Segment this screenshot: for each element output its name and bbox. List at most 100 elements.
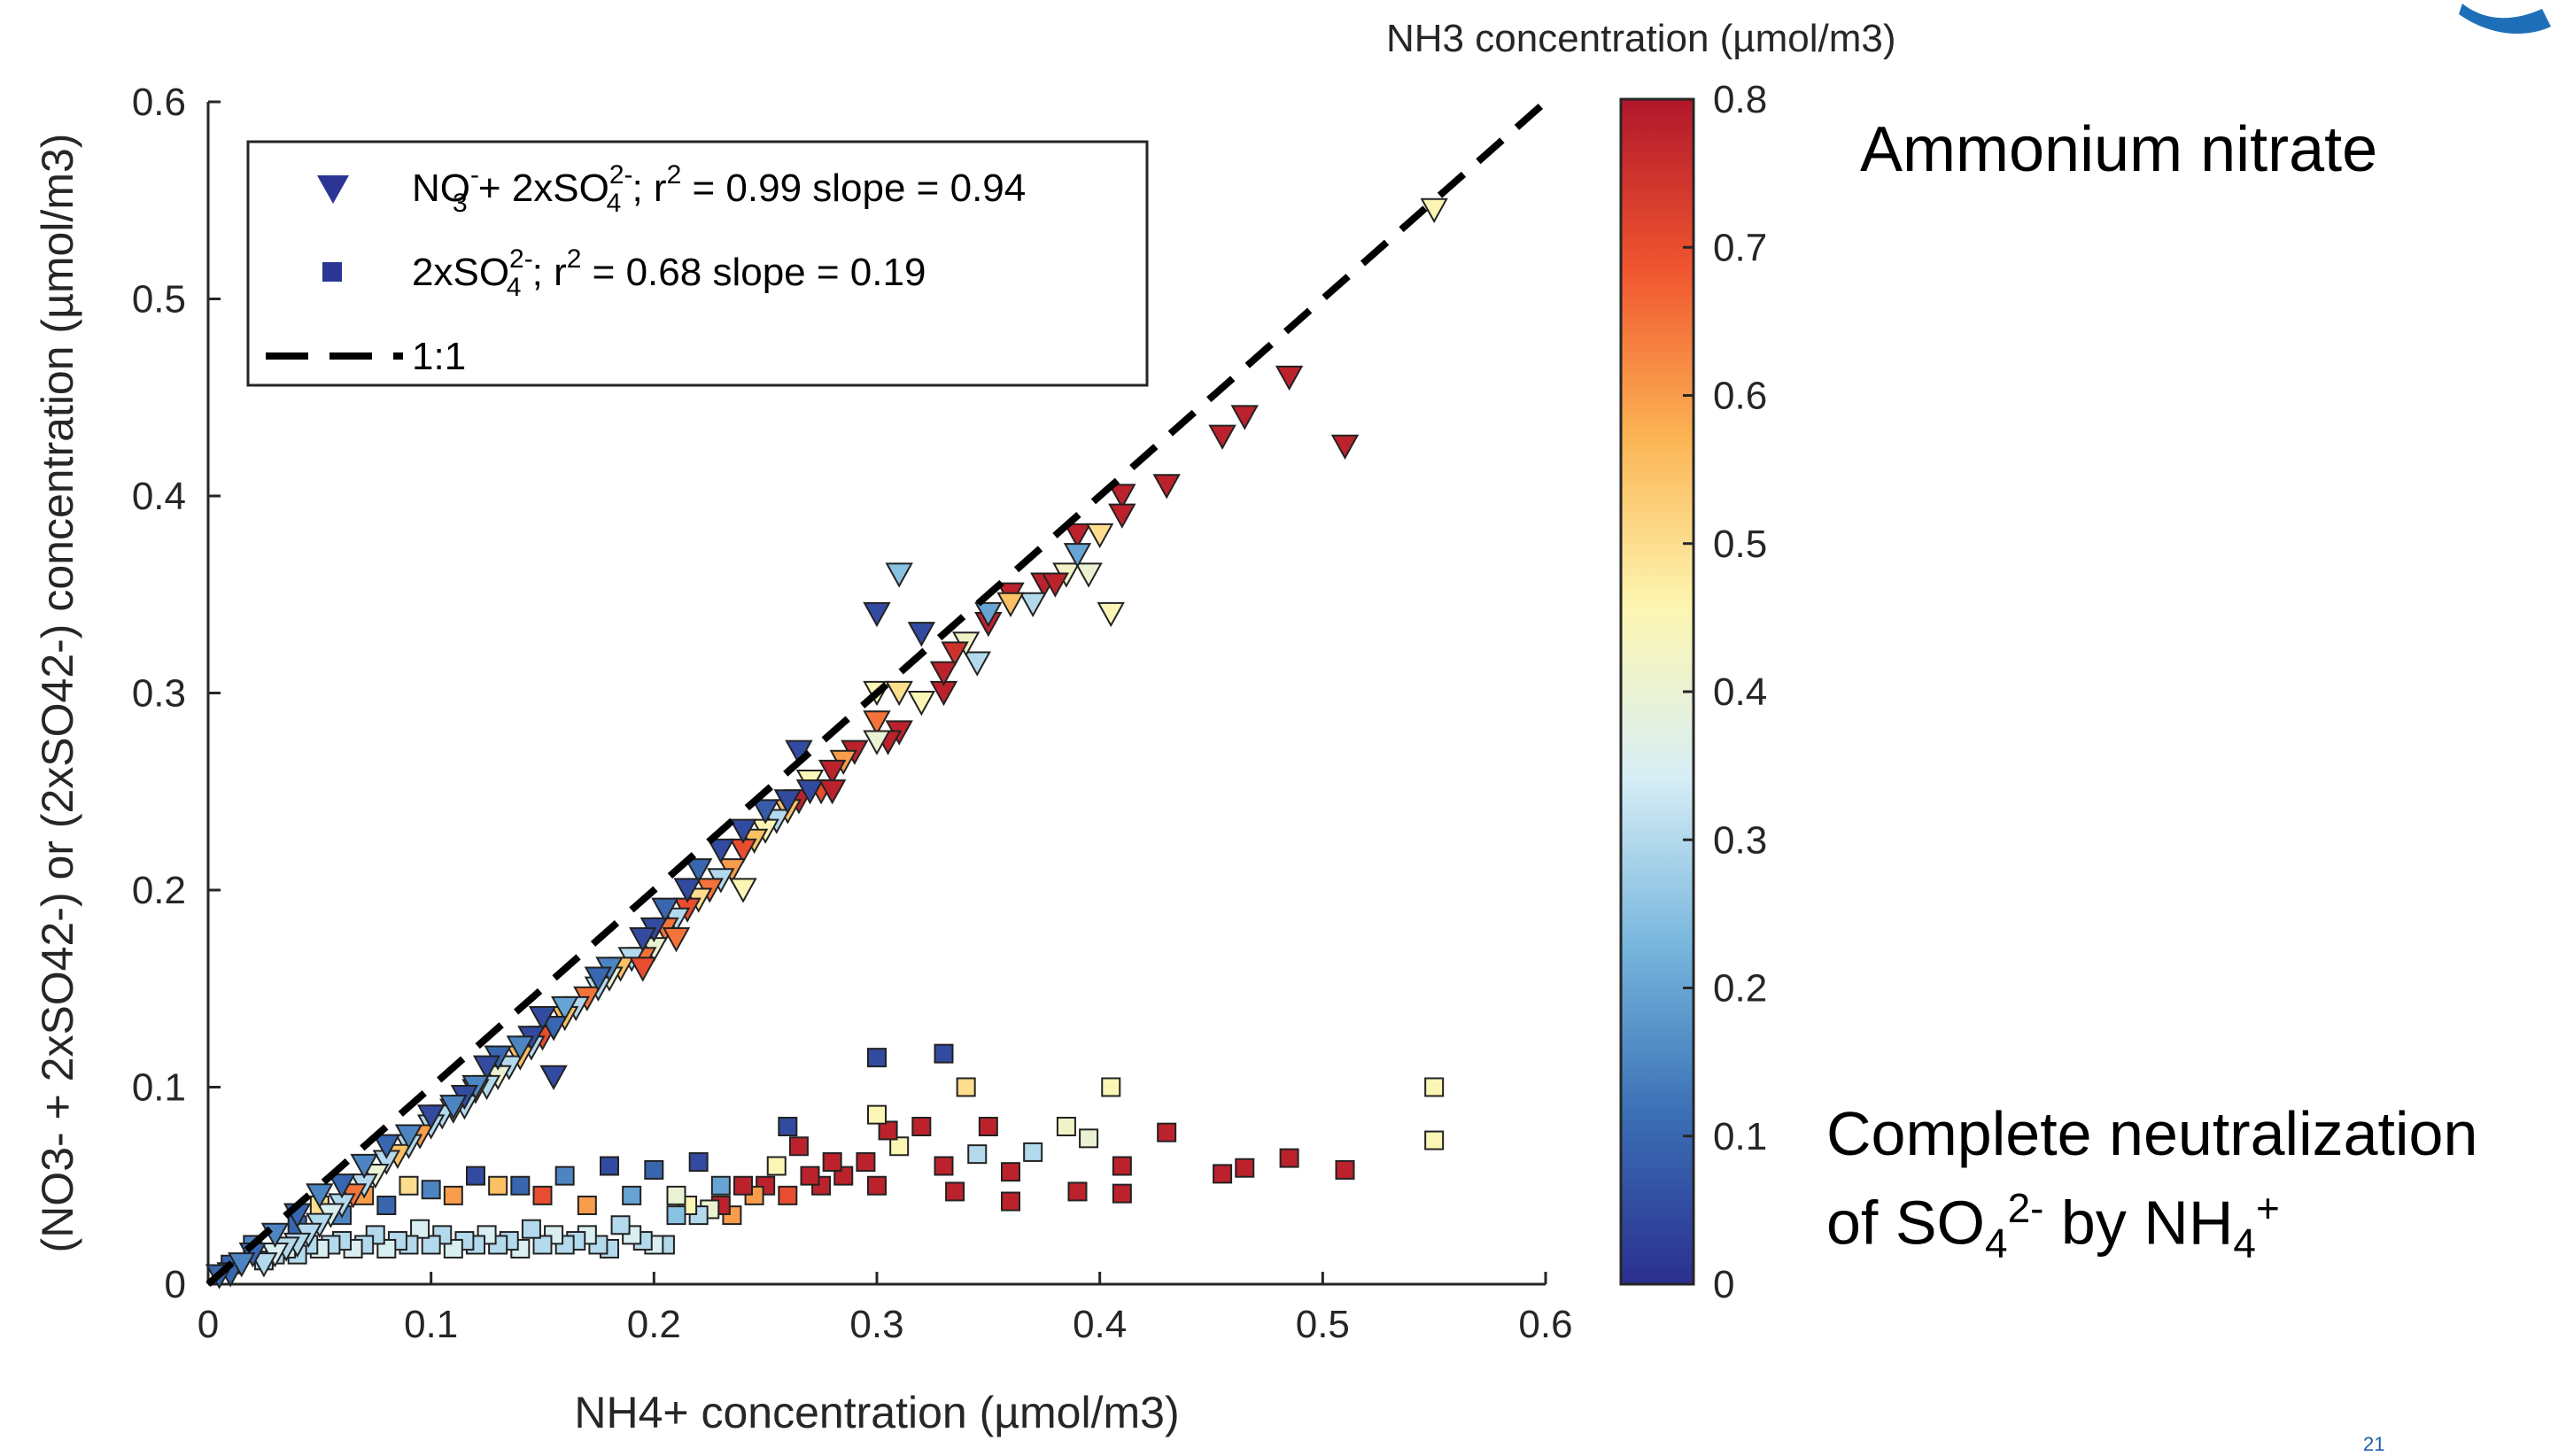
- x-tick-label: 0.2: [627, 1303, 681, 1346]
- square-point: [1424, 1077, 1445, 1097]
- square-point: [867, 1048, 887, 1068]
- triangle-point: [729, 878, 757, 903]
- legend-label-part: NO: [412, 167, 470, 210]
- colorbar-tick-label: 0.8: [1713, 78, 1767, 121]
- square-point: [956, 1077, 976, 1097]
- legend-square-icon: [322, 262, 342, 282]
- colorbar-tick-label: 0.5: [1713, 523, 1767, 566]
- triangle-point: [306, 1183, 334, 1209]
- square-point: [788, 1136, 809, 1157]
- annotation-sup: 2-: [2007, 1185, 2044, 1231]
- colorbar-tick-label: 0.3: [1713, 818, 1767, 862]
- colorbar-tick-label: 0: [1713, 1263, 1734, 1306]
- square-point: [889, 1136, 910, 1157]
- square-point: [978, 1117, 998, 1136]
- triangle-point: [941, 641, 969, 667]
- square-point: [1335, 1159, 1355, 1180]
- legend-label: NO-3 + 2xSO2-4 ; r2 = 0.99 slope = 0.94: [412, 160, 1026, 218]
- square-point: [911, 1117, 932, 1136]
- triangle-point: [1108, 503, 1136, 529]
- x-axis-label: NH4+ concentration (µmol/m3): [574, 1388, 1179, 1437]
- colorbar: [1619, 97, 1695, 1286]
- triangle-point: [1019, 592, 1047, 618]
- triangle-point: [439, 1095, 468, 1120]
- triangle-point: [1041, 572, 1070, 598]
- triangle-point: [863, 730, 891, 755]
- triangle-point: [751, 799, 779, 825]
- y-tick-label: 0.5: [132, 278, 186, 321]
- colorbar-tick-label: 0.6: [1713, 375, 1767, 418]
- square-point: [1279, 1148, 1299, 1168]
- square-point: [399, 1175, 419, 1196]
- y-tick-label: 0.2: [132, 869, 186, 912]
- triangle-point: [963, 651, 991, 677]
- legend-label: 1:1: [412, 335, 466, 378]
- legend-label-part: = 0.68 slope = 0.19: [581, 251, 926, 294]
- legend-label: 2xSO2-4 ; r2 = 0.68 slope = 0.19: [412, 244, 926, 302]
- x-tick-label: 0.6: [1518, 1303, 1572, 1346]
- legend-triangle-icon: [317, 175, 349, 204]
- square-point: [733, 1175, 753, 1196]
- square-point: [466, 1166, 485, 1186]
- triangle-point: [1063, 543, 1092, 569]
- triangle-point: [684, 858, 713, 884]
- square-point: [421, 1180, 441, 1200]
- legend-label-part: 2-: [509, 244, 533, 274]
- x-tick-label: 0.3: [849, 1303, 903, 1346]
- colorbar-tick-label: 0.7: [1713, 226, 1767, 269]
- square-point: [934, 1156, 954, 1176]
- square-point: [945, 1181, 965, 1202]
- triangle-point: [773, 789, 802, 815]
- triangle-point: [350, 1153, 378, 1180]
- square-point: [867, 1175, 887, 1196]
- triangle-point: [250, 1252, 278, 1278]
- triangle-point: [1085, 523, 1114, 549]
- triangle-point: [328, 1173, 356, 1199]
- annotation-sup: +: [2256, 1185, 2280, 1231]
- square-point: [622, 1185, 642, 1205]
- legend-label-part: 2: [567, 244, 582, 274]
- square-point: [867, 1104, 887, 1125]
- legend-label-part: 3: [453, 189, 468, 218]
- triangle-point: [1330, 434, 1360, 461]
- colorbar-tick-label: 0.2: [1713, 967, 1767, 1011]
- legend-label-part: ; r: [621, 167, 666, 210]
- legend-label-part: -: [470, 160, 479, 190]
- square-point: [521, 1219, 541, 1239]
- square-point: [1112, 1183, 1132, 1204]
- triangle-point: [629, 956, 657, 982]
- annotation-sub: 4: [1984, 1220, 2008, 1266]
- triangle-point: [662, 927, 691, 953]
- annotation-line-2: of SO42- by NH4+: [1826, 1171, 2477, 1280]
- triangle-point: [416, 1104, 446, 1130]
- x-tick-label: 0.5: [1296, 1303, 1350, 1346]
- triangle-point: [907, 622, 936, 647]
- square-point: [967, 1144, 988, 1165]
- triangle-point: [528, 1006, 557, 1032]
- colorbar-tick-label: 0.1: [1713, 1115, 1767, 1158]
- square-point: [1001, 1162, 1020, 1182]
- triangle-point: [1420, 197, 1448, 224]
- square-point: [1112, 1156, 1132, 1176]
- triangle-point: [818, 779, 847, 805]
- triangle-point: [729, 818, 757, 844]
- x-tick-label: 0.1: [404, 1303, 458, 1346]
- triangle-point: [550, 995, 579, 1022]
- triangle-point: [1208, 424, 1236, 450]
- square-point: [1079, 1128, 1099, 1149]
- annotation-ammonium-nitrate: Ammonium nitrate: [1860, 114, 2378, 185]
- square-point: [577, 1196, 597, 1215]
- annotation-sub: 4: [2233, 1220, 2256, 1266]
- y-tick-label: 0.1: [132, 1066, 186, 1110]
- square-point: [666, 1185, 686, 1205]
- square-point: [800, 1166, 820, 1186]
- triangle-point: [1063, 523, 1092, 549]
- triangle-point: [1230, 405, 1259, 430]
- square-point: [1213, 1164, 1233, 1184]
- triangle-point: [885, 562, 913, 588]
- triangle-point: [885, 680, 913, 707]
- triangle-point: [1074, 562, 1103, 588]
- triangle-point: [1097, 601, 1125, 628]
- triangle-point: [1275, 365, 1304, 391]
- square-point: [688, 1152, 709, 1173]
